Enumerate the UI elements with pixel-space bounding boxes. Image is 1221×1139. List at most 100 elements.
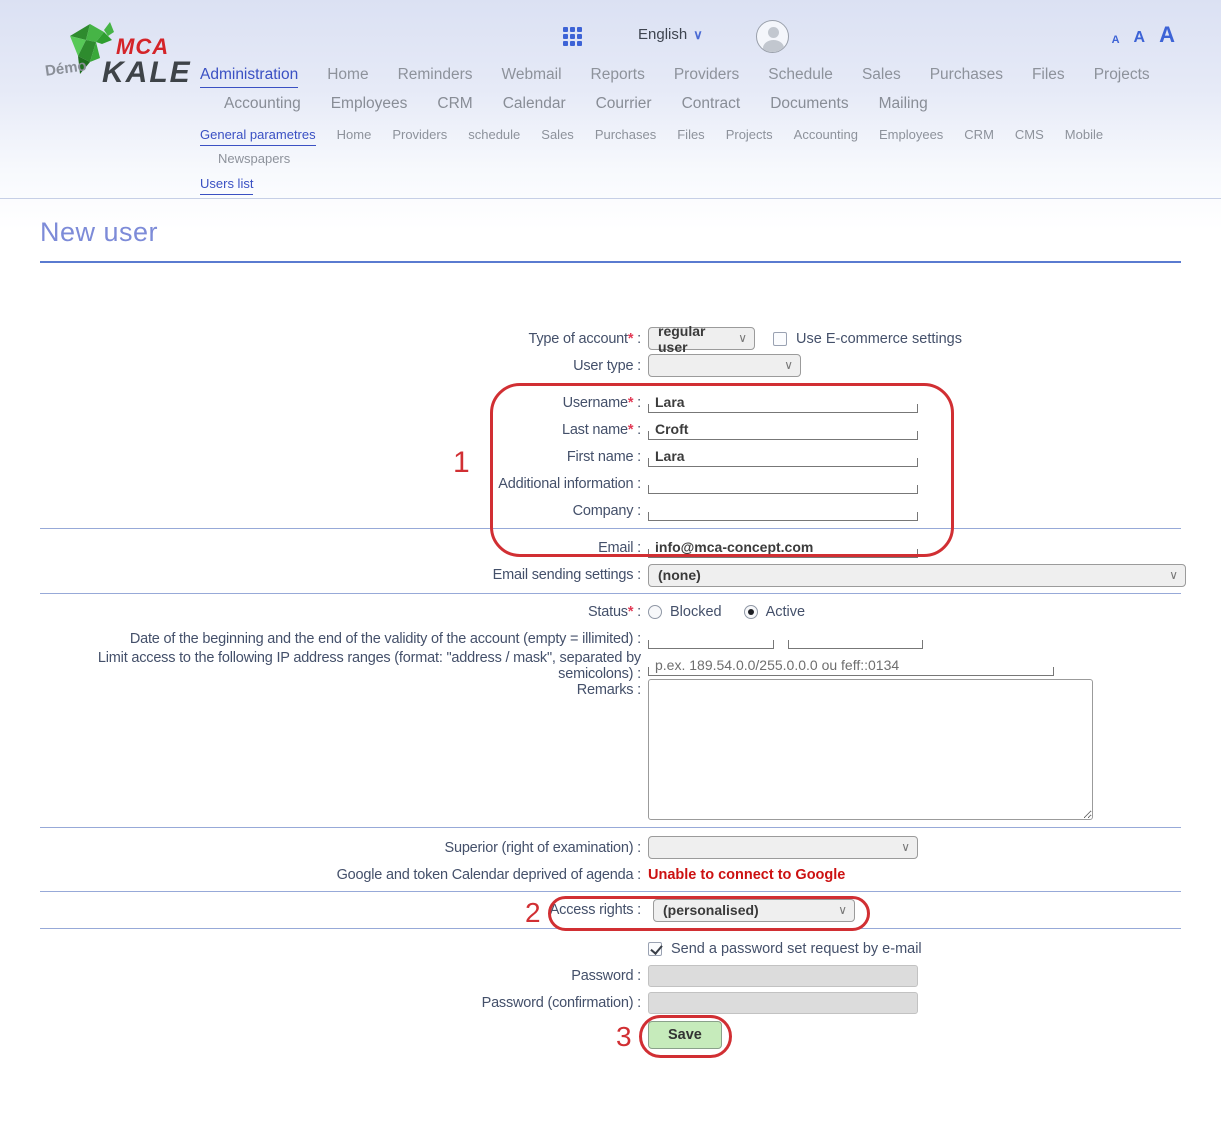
- subnav-item[interactable]: Purchases: [594, 127, 657, 142]
- logo-mca-text: MCA: [116, 34, 170, 59]
- superior-select[interactable]: ∨: [648, 836, 918, 859]
- user-type-select[interactable]: ∨: [648, 354, 801, 377]
- nav-item[interactable]: Administration: [200, 66, 299, 88]
- user-avatar[interactable]: [756, 20, 789, 53]
- font-size-medium-button[interactable]: A: [1133, 29, 1146, 46]
- validity-dates-label: Date of the beginning and the end of the…: [129, 630, 641, 647]
- section-divider: [40, 891, 1181, 892]
- nav-item[interactable]: Home: [327, 66, 369, 83]
- font-size-large-button[interactable]: A: [1159, 22, 1175, 47]
- font-size-small-button[interactable]: A: [1111, 34, 1120, 46]
- password-label: Password :: [571, 967, 641, 984]
- subnav-item[interactable]: Employees: [878, 127, 944, 142]
- save-button[interactable]: Save: [648, 1020, 722, 1049]
- first-name-label: First name :: [566, 448, 641, 465]
- app-logo[interactable]: MCA KALE Démo: [44, 16, 206, 94]
- nav-item[interactable]: Sales: [861, 66, 901, 83]
- password-confirmation-input[interactable]: [648, 991, 918, 1014]
- validity-end-input[interactable]: [788, 628, 923, 649]
- nav-item[interactable]: CRM: [437, 95, 473, 112]
- nav-item[interactable]: Projects: [1093, 66, 1150, 83]
- section-divider: [40, 928, 1181, 929]
- language-selector[interactable]: English ∨: [638, 26, 703, 43]
- font-size-controls: A A A: [1112, 24, 1175, 46]
- nav-item[interactable]: Employees: [330, 95, 408, 112]
- remarks-textarea[interactable]: [648, 679, 1093, 820]
- subnav-item[interactable]: Providers: [392, 127, 448, 142]
- required-asterisk: *: [627, 330, 634, 347]
- status-active-radio[interactable]: [743, 604, 758, 619]
- nav-item[interactable]: Webmail: [501, 66, 562, 83]
- user-type-row: User type : ∨: [40, 352, 1181, 379]
- subnav-item[interactable]: Files: [677, 127, 705, 142]
- send-password-request-checkbox[interactable]: [648, 941, 662, 956]
- google-token-label: Google and token Calendar deprived of ag…: [336, 866, 642, 883]
- validity-start-input[interactable]: [648, 628, 774, 649]
- last-name-label: Last name* :: [561, 421, 641, 438]
- main-nav-row2: Accounting Employees CRM Calendar Courrier Co…: [224, 95, 928, 113]
- subnav-item[interactable]: CMS: [1014, 127, 1044, 142]
- superior-label: Superior (right of examination) :: [444, 839, 641, 856]
- subnav-item[interactable]: Accounting: [793, 127, 858, 142]
- email-sending-settings-select[interactable]: (none) ∨: [648, 563, 1186, 587]
- subnav-item[interactable]: Sales: [541, 127, 574, 142]
- subnav-item[interactable]: CRM: [964, 127, 994, 142]
- language-label: English: [638, 26, 688, 43]
- type-of-account-select[interactable]: regular user ∨: [648, 323, 755, 355]
- google-token-row: Google and token Calendar deprived of ag…: [40, 861, 1181, 888]
- required-asterisk: *: [627, 394, 634, 411]
- username-input[interactable]: [648, 392, 918, 413]
- password-confirmation-row: Password (confirmation) :: [40, 989, 1181, 1016]
- email-input[interactable]: [648, 537, 918, 558]
- nav-item[interactable]: Mailing: [878, 95, 928, 112]
- additional-information-label: Additional information :: [498, 475, 641, 492]
- send-password-request-row: Send a password set request by e-mail: [40, 935, 1181, 962]
- nav-item[interactable]: Providers: [673, 66, 740, 83]
- nav-item[interactable]: Reminders: [397, 66, 473, 83]
- main-nav-row1: Administration Home Reminders Webmail Report…: [200, 66, 1150, 88]
- status-blocked-radio[interactable]: [648, 604, 662, 619]
- ip-limit-input[interactable]: [648, 655, 1054, 676]
- new-user-form: Type of account* : regular user ∨ Use E-c…: [40, 323, 1186, 1050]
- section-divider: [40, 593, 1181, 594]
- avatar-head-icon: [767, 27, 779, 38]
- access-rights-row: Access rights : (personalised) ∨: [40, 896, 1181, 924]
- nav-item[interactable]: Schedule: [768, 66, 833, 83]
- nav-item[interactable]: Documents: [770, 95, 849, 112]
- nav-item[interactable]: Purchases: [929, 66, 1003, 83]
- nav-item[interactable]: Files: [1031, 66, 1065, 83]
- ecommerce-checkbox[interactable]: [773, 331, 787, 346]
- nav-item[interactable]: Contract: [681, 95, 741, 112]
- subnav-item[interactable]: General parametres: [200, 127, 316, 146]
- apps-grid-icon[interactable]: [563, 27, 582, 46]
- additional-information-input[interactable]: [648, 473, 918, 494]
- subnav-item[interactable]: Home: [336, 127, 372, 142]
- nav-item[interactable]: Accounting: [224, 95, 301, 112]
- origami-bird-icon: [70, 22, 114, 74]
- first-name-input[interactable]: [648, 446, 918, 467]
- company-input[interactable]: [648, 500, 918, 521]
- nav-item[interactable]: Reports: [590, 66, 645, 83]
- access-rights-select[interactable]: (personalised) ∨: [653, 898, 855, 922]
- nav-item[interactable]: Calendar: [502, 95, 566, 112]
- type-of-account-label: Type of account* :: [528, 330, 642, 347]
- chevron-down-icon: ∨: [901, 840, 910, 854]
- password-input[interactable]: [648, 964, 918, 987]
- subnav-item[interactable]: Mobile: [1064, 127, 1104, 142]
- nav-item[interactable]: Courrier: [595, 95, 652, 112]
- validity-dates-row: Date of the beginning and the end of the…: [40, 625, 1181, 652]
- remarks-row: Remarks :: [40, 679, 1181, 820]
- subnav-item[interactable]: schedule: [468, 127, 521, 142]
- send-password-request-label: Send a password set request by e-mail: [671, 940, 922, 957]
- users-list-link[interactable]: Users list: [200, 176, 254, 195]
- email-sending-settings-label: Email sending settings :: [492, 567, 642, 583]
- email-label: Email :: [598, 539, 641, 556]
- subnav-item[interactable]: Projects: [725, 127, 773, 142]
- subnav-item[interactable]: Newspapers: [218, 151, 291, 166]
- last-name-input[interactable]: [648, 419, 918, 440]
- chevron-down-icon: ∨: [738, 331, 747, 345]
- chevron-down-icon: ∨: [784, 358, 793, 372]
- type-of-account-row: Type of account* : regular user ∨ Use E-c…: [40, 323, 1181, 355]
- status-row: Status* : Blocked Active: [40, 598, 1181, 625]
- avatar-body-icon: [762, 40, 784, 52]
